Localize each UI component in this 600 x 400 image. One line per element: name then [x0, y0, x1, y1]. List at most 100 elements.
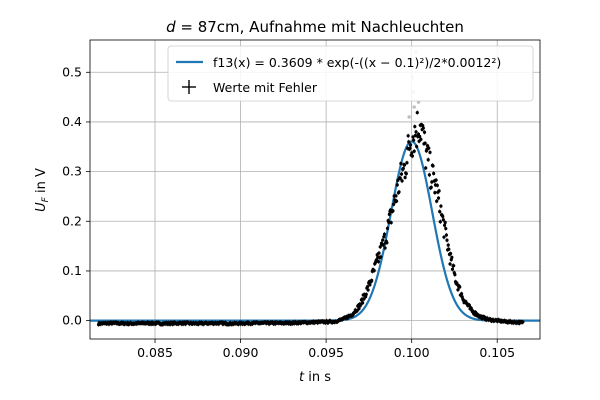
data-point [426, 158, 430, 162]
data-point [361, 301, 365, 305]
data-point [395, 199, 399, 203]
data-point [413, 124, 417, 129]
data-point [435, 199, 439, 203]
data-point [397, 190, 401, 194]
x-tick-label: 0.105 [479, 345, 515, 360]
data-point [396, 178, 400, 182]
data-point [405, 161, 409, 165]
legend-box [167, 45, 534, 102]
chart-title: d = 87cm, Aufnahme mit Nachleuchten [166, 18, 464, 36]
data-point [387, 220, 391, 224]
data-point [415, 144, 419, 149]
data-point [436, 196, 441, 200]
data-point [391, 209, 395, 213]
outlier-point [412, 105, 416, 109]
data-point [394, 194, 398, 198]
data-point [357, 307, 361, 311]
data-point [456, 288, 460, 292]
data-point [391, 202, 396, 206]
data-point [414, 130, 418, 134]
legend-fit-label: f13(x) = 0.3609 * exp(-((x − 0.1)²)/2*0.… [213, 55, 501, 70]
data-point [404, 172, 408, 176]
data-point [379, 255, 383, 259]
y-tick-label: 0.3 [62, 164, 82, 179]
fit-curve-group [90, 140, 540, 322]
x-tick-label: 0.095 [308, 345, 344, 360]
data-point [411, 135, 415, 139]
data-point [381, 243, 385, 247]
data-point [458, 285, 462, 289]
data-point [427, 173, 432, 177]
data-point [427, 146, 431, 150]
data-point [370, 278, 374, 283]
data-point [450, 267, 455, 271]
data-point [398, 176, 402, 180]
data-point [421, 126, 425, 130]
data-point [399, 172, 404, 176]
data-point [448, 262, 452, 266]
x-tick-label: 0.100 [394, 345, 430, 360]
data-point [422, 130, 427, 134]
data-point [443, 220, 447, 225]
data-point [407, 140, 411, 144]
data-point [446, 243, 450, 247]
legend: f13(x) = 0.3609 * exp(-((x − 0.1)²)/2*0.… [167, 45, 534, 102]
data-point [377, 251, 381, 255]
data-point [368, 283, 372, 287]
data-point [439, 204, 443, 208]
fit-curve [90, 140, 540, 322]
data-point [452, 264, 456, 268]
data-point [435, 183, 439, 187]
data-point [438, 209, 442, 214]
data-point [445, 238, 449, 242]
data-point [402, 163, 407, 167]
y-tick-label: 0.2 [62, 213, 82, 228]
data-point [433, 191, 437, 195]
data-point [423, 141, 427, 145]
data-point [412, 149, 416, 153]
data-point [453, 272, 457, 277]
data-point [521, 320, 525, 324]
data-point [449, 251, 453, 256]
data-point [434, 178, 438, 182]
plot-frame [89, 39, 541, 340]
data-point [381, 238, 385, 242]
x-tick-label: 0.090 [223, 345, 259, 360]
data-point [400, 179, 404, 183]
data-point [413, 133, 418, 138]
data-point [401, 166, 405, 171]
data-point [467, 303, 472, 308]
data-point [442, 235, 446, 239]
data-point [459, 292, 464, 296]
data-point [410, 154, 415, 158]
data-point [408, 146, 412, 150]
data-point [366, 288, 370, 292]
axis-ticks: 0.085 0.090 0.095 0.100 0.105 0.0 0.1 0.2 0.3 0.4… [62, 64, 515, 360]
data-point [415, 110, 419, 115]
data-point [408, 143, 413, 147]
x-axis-label: t in s [299, 370, 331, 385]
data-point [376, 260, 381, 264]
data-point [362, 297, 366, 301]
y-tick-label: 0.1 [62, 263, 82, 278]
data-point [437, 189, 441, 193]
data-point [431, 164, 435, 168]
data-point [412, 138, 416, 142]
y-tick-label: 0.4 [62, 114, 82, 129]
legend-points-swatch [182, 80, 196, 94]
data-point [418, 134, 422, 139]
data-point [383, 246, 387, 250]
data-point [441, 218, 445, 222]
y-axis-label: UF in V [34, 168, 51, 212]
data-point [395, 183, 399, 187]
data-point [430, 180, 434, 184]
data-point [372, 268, 376, 273]
legend-points-label: Werte mit Fehler [213, 80, 318, 95]
data-point [410, 151, 414, 155]
outlier-point [407, 115, 411, 119]
data-point [438, 220, 442, 224]
data-point [444, 233, 449, 237]
data-points-group [96, 50, 525, 327]
data-point [399, 161, 403, 166]
